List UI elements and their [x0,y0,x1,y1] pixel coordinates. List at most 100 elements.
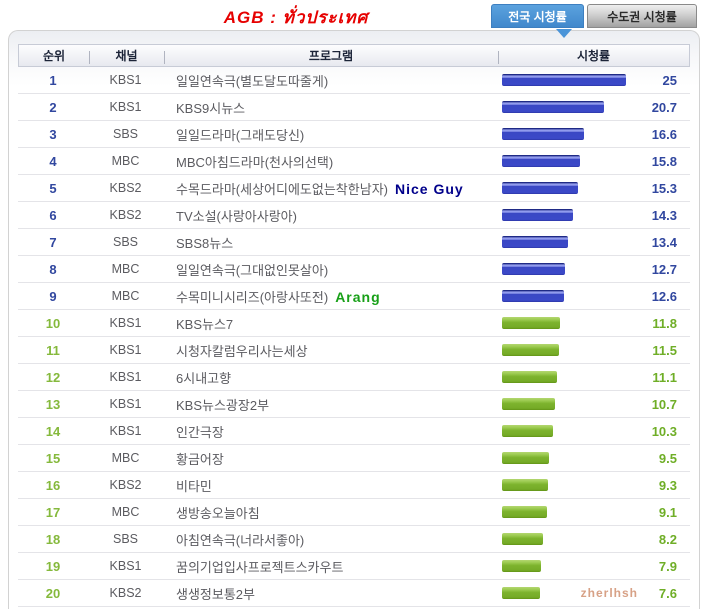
rating-bar [502,344,559,356]
rating-cell: 15.3 [497,175,690,201]
ratings-table: 순위 채널 프로그램 시청률 1 KBS1 일일연속극(별도달도따줄게) 2 5 … [18,44,690,607]
rank-cell: 13 [45,396,61,412]
rank-cell: 3 [49,126,57,142]
rank-cell: 11 [46,342,60,358]
channel-cell: MBC [111,154,140,168]
rating-cell: 14.3 [497,202,690,228]
channel-cell: SBS [112,127,138,141]
program-cell: 생방송오늘아침 [163,503,497,522]
rating-cell: 11.5 [497,337,690,363]
program-text: 수목드라마(세상어디에도없는착한남자) [176,181,388,197]
rank-cell: 16 [45,477,61,493]
tab-nationwide-ratings[interactable]: 전국 시청률 [491,4,584,28]
program-cell: 6시내고향 [163,368,497,387]
rating-cell: 8.2 [497,526,690,552]
table-row: 4 MBC MBC아침드라마(천사의선택) 15.8 [18,148,690,175]
program-cell: 인간극장 [163,422,497,441]
rating-cell: 13.4 [497,229,690,255]
rating-cell: 9.1 [497,499,690,525]
rating-cell: 16.6 [497,121,690,147]
program-text: 수목미니시리즈(아랑사또전) [176,289,329,305]
rating-cell: 10.7 [497,391,690,417]
rating-bar [502,209,573,221]
rating-cell: 11.1 [497,364,690,390]
ratings-tabs: 전국 시청률 수도권 시청률 [491,4,697,28]
tab-metro-ratings[interactable]: 수도권 시청률 [587,4,697,28]
rating-value: 9.5 [658,450,677,466]
rank-cell: 12 [45,369,61,385]
channel-cell: KBS2 [109,478,142,492]
channel-cell: MBC [111,289,140,303]
program-cell: 일일드라마(그래도당신) [163,125,497,144]
channel-cell: KBS1 [109,316,142,330]
channel-cell: MBC [111,451,140,465]
rating-cell: 7.9 [497,553,690,579]
rank-cell: 10 [45,315,61,331]
table-row: 8 MBC 일일연속극(그대없인못살아) 12.7 [18,256,690,283]
program-text: 꿈의기업입사프로젝트스카우트 [176,559,344,575]
table-row: 19 KBS1 꿈의기업입사프로젝트스카우트 7.9 [18,553,690,580]
channel-cell: KBS2 [109,586,142,600]
channel-cell: MBC [111,505,140,519]
program-cell: 생생정보통2부 [163,584,497,603]
rating-cell: 25 [497,67,690,93]
rating-value: 11.5 [652,342,677,358]
rank-cell: 7 [49,234,57,250]
column-header-rank: 순위 [42,49,66,63]
rating-bar [502,290,564,302]
rating-value: 12.6 [651,288,677,304]
channel-cell: KBS1 [109,73,142,87]
rank-cell: 20 [45,585,61,601]
rating-value: 10.7 [651,396,677,412]
rating-value: 25 [662,72,677,88]
table-row: 10 KBS1 KBS뉴스7 11.8 [18,310,690,337]
rating-cell: 11.8 [497,310,690,336]
channel-cell: KBS1 [109,397,142,411]
column-header-channel: 채널 [89,47,164,64]
table-row: 13 KBS1 KBS뉴스광장2부 10.7 [18,391,690,418]
rank-cell: 6 [49,207,57,223]
program-text: KBS뉴스7 [176,316,234,332]
rating-bar [502,506,547,518]
rating-cell: 9.5 [497,445,690,471]
rating-value: 11.8 [652,315,677,331]
rating-bar [502,452,549,464]
table-row: 15 MBC 황금어장 9.5 [18,445,690,472]
program-text: 생방송오늘아침 [176,505,260,521]
channel-cell: KBS1 [109,370,142,384]
table-row: 5 KBS2 수목드라마(세상어디에도없는착한남자) Nice Guy 15.3 [18,175,690,202]
program-cell: KBS뉴스7 [163,314,497,333]
rating-cell: zherlhsh 7.6 [497,580,690,606]
rating-value: 7.6 [658,585,677,601]
channel-cell: KBS1 [109,559,142,573]
rating-value: 12.7 [651,261,677,277]
program-text: SBS8뉴스 [176,235,234,251]
rating-bar [502,236,568,248]
rating-cell: 15.8 [497,148,690,174]
rating-value: 10.3 [651,423,677,439]
program-cell: 황금어장 [163,449,497,468]
program-cell: 꿈의기업입사프로젝트스카우트 [163,557,497,576]
rank-cell: 15 [45,450,61,466]
rank-cell: 2 [49,99,57,115]
rating-bar [502,587,540,599]
table-body: 1 KBS1 일일연속극(별도달도따줄게) 25 2 KBS1 KBS9시뉴스 … [18,67,690,607]
program-text: 시청자칼럼우리사는세상 [176,343,308,359]
program-text: 일일연속극(그대없인못살아) [176,262,329,278]
active-tab-arrow-icon [556,29,572,38]
program-cell: MBC아침드라마(천사의선택) [163,152,497,171]
rating-cell: 9.3 [497,472,690,498]
program-cell: 시청자칼럼우리사는세상 [163,341,497,360]
table-row: 17 MBC 생방송오늘아침 9.1 [18,499,690,526]
column-header-program: 프로그램 [164,47,498,64]
program-cell: 아침연속극(너라서좋아) [163,530,497,549]
rating-bar [502,398,555,410]
channel-cell: KBS2 [109,181,142,195]
channel-cell: KBS2 [109,208,142,222]
table-header-row: 순위 채널 프로그램 시청률 [18,44,690,67]
program-text: 일일드라마(그래도당신) [176,127,305,143]
rating-bar [502,533,543,545]
program-text: 비타민 [176,478,212,494]
rating-bar [502,155,580,167]
rating-value: 20.7 [651,99,677,115]
